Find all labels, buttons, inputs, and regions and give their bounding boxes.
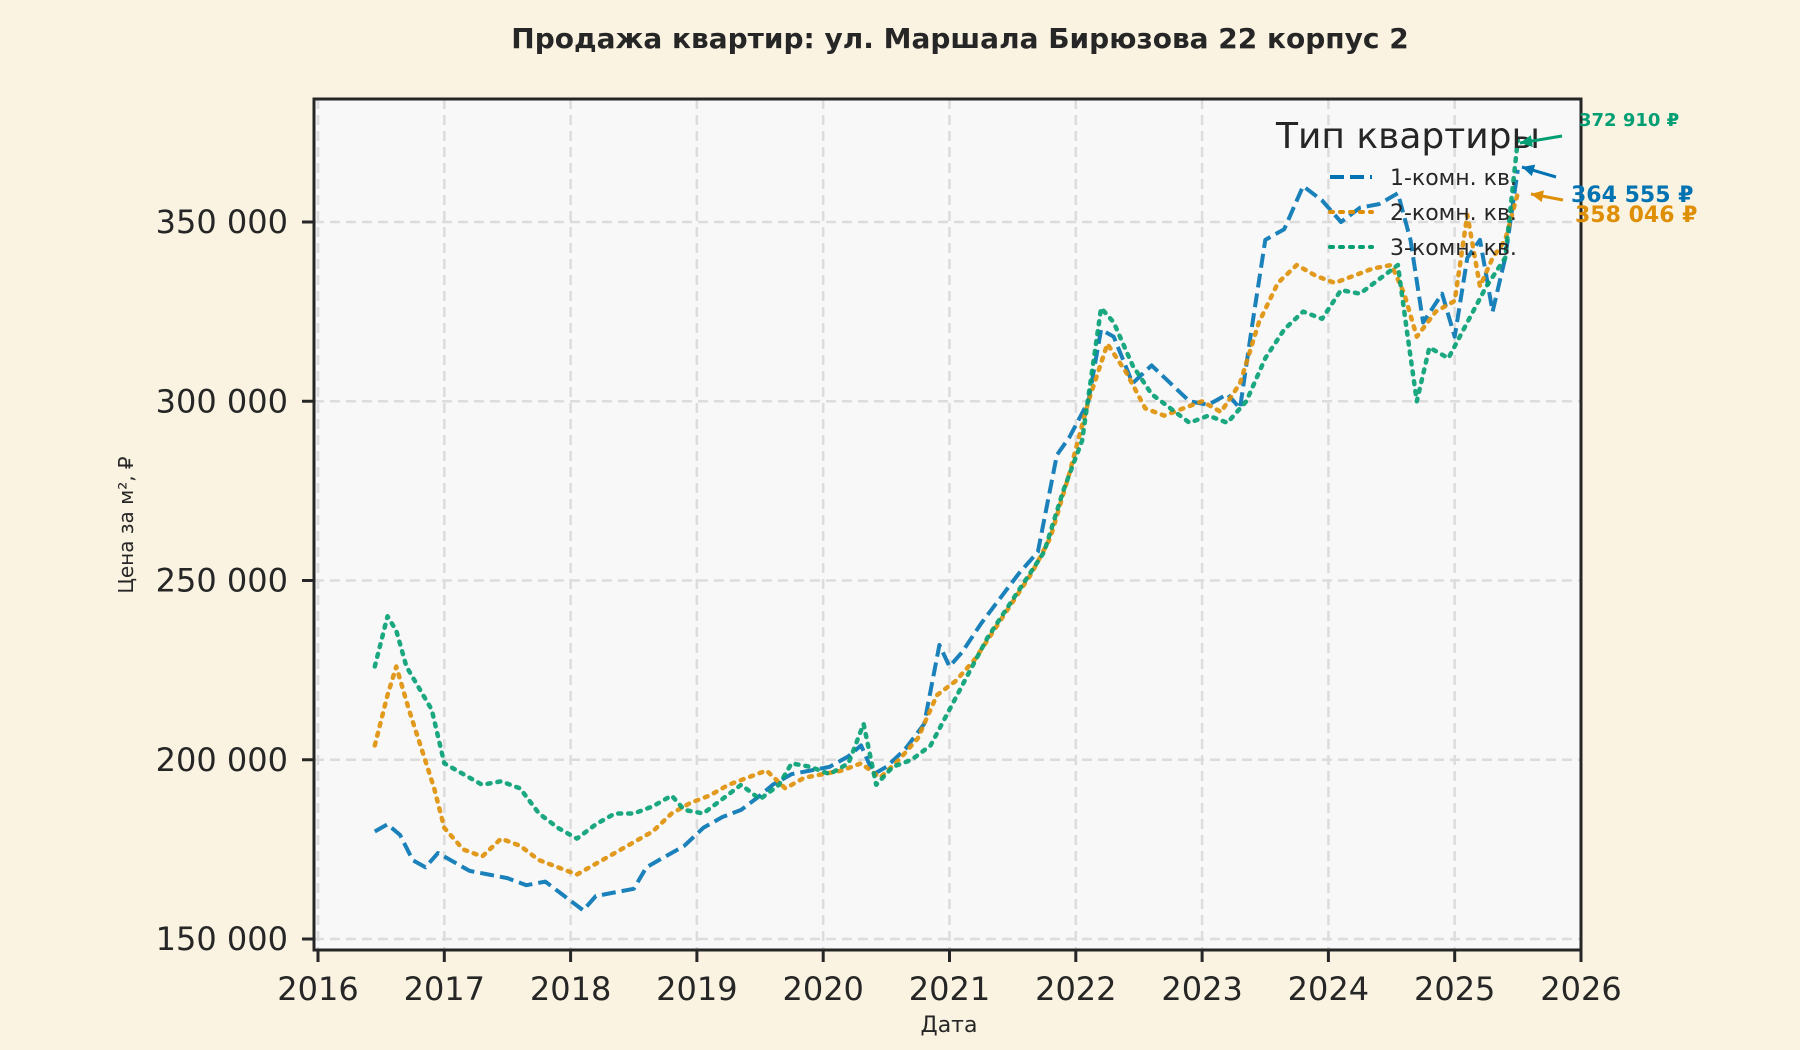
y-tick-label: 300 000 <box>156 382 288 420</box>
annotation-label-2: 364 555 ₽ <box>1571 183 1693 208</box>
annotation-arrowhead-3 <box>1531 190 1544 203</box>
annotation-label-1: 372 910 ₽ <box>1579 110 1679 131</box>
y-tick-label: 350 000 <box>156 203 288 241</box>
x-tick-label: 2016 <box>277 970 358 1008</box>
legend-label-1: 1-комн. кв. <box>1390 166 1517 191</box>
x-tick-label: 2019 <box>656 970 737 1008</box>
plot-background <box>314 99 1581 950</box>
x-tick-label: 2021 <box>909 970 990 1008</box>
y-tick-label: 200 000 <box>156 741 288 779</box>
end-value-annotations: 372 910 ₽ 364 555 ₽358 046 ₽ <box>1519 110 1697 228</box>
x-axis-label: Дата <box>920 1013 978 1038</box>
data-series <box>372 137 1521 913</box>
chart-title: Продажа квартир: ул. Маршала Бирюзова 22… <box>511 22 1409 55</box>
annotation-label-3: 358 046 ₽ <box>1575 203 1697 228</box>
x-tick-label: 2020 <box>782 970 863 1008</box>
series-line-2 <box>372 190 1521 877</box>
y-axis-ticks: 150 000 200 000 250 000 300 000 350 000 <box>156 203 314 958</box>
legend-label-3: 3-комн. кв. <box>1390 236 1517 261</box>
annotation-arrowhead-2 <box>1522 164 1536 177</box>
legend-title: Тип квартиры <box>1275 116 1540 157</box>
x-tick-label: 2023 <box>1161 970 1242 1008</box>
x-tick-label: 2024 <box>1288 970 1369 1008</box>
series-line-1 <box>373 169 1520 913</box>
y-tick-label: 250 000 <box>156 562 288 600</box>
x-tick-label: 2018 <box>530 970 611 1008</box>
x-tick-label: 2025 <box>1414 970 1495 1008</box>
plot-frame <box>312 97 1583 952</box>
x-axis-ticks: 2016 2017 2018 2019 2020 2021 2022 2023 2024 2025… <box>277 950 1622 1008</box>
legend-label-2: 2-комн. кв. <box>1390 201 1517 226</box>
x-tick-label: 2017 <box>404 970 485 1008</box>
x-tick-label: 2022 <box>1035 970 1116 1008</box>
annotation-arrowhead-1 <box>1520 135 1533 147</box>
x-tick-label: 2026 <box>1540 970 1621 1008</box>
legend: Тип квартиры 1-комн. кв. 2-комн. кв. 3-комн… <box>1275 116 1540 261</box>
y-tick-label: 150 000 <box>156 920 288 958</box>
series-line-3 <box>372 137 1521 841</box>
